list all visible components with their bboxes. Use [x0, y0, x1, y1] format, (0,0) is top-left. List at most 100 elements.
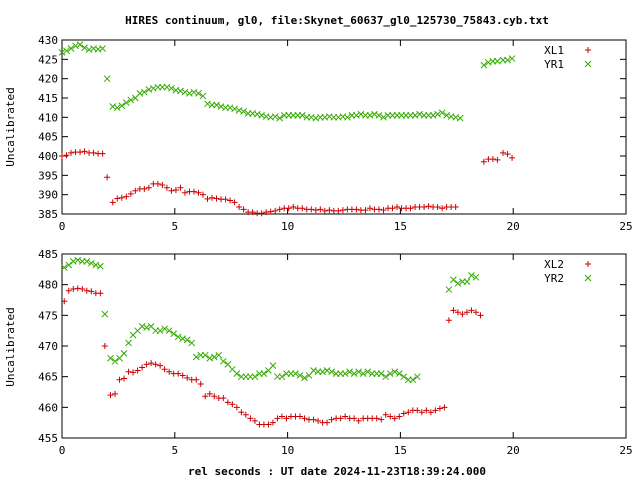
- yr2-point: [454, 280, 462, 287]
- yr1-point: [118, 102, 126, 110]
- xl2-point: [274, 415, 281, 422]
- xl1-point: [213, 195, 220, 202]
- top-panel: Uncalibrated 385 390 395 400 405 410 415 420 425…: [4, 34, 633, 233]
- xl2-point: [83, 287, 90, 294]
- xl1-point: [209, 194, 216, 201]
- xl1-point: [439, 205, 446, 212]
- xl1-point: [172, 187, 179, 194]
- xl2-point: [454, 309, 461, 316]
- bottom-x-tick-label: 10: [281, 444, 294, 457]
- yr1-point: [122, 99, 130, 106]
- xl1-point: [63, 152, 70, 159]
- xl2-point: [139, 364, 146, 371]
- xl2-point: [175, 370, 182, 377]
- xl2-point: [472, 309, 479, 316]
- xl2-point: [373, 415, 380, 422]
- xl2-point: [107, 392, 114, 399]
- xl1-point: [227, 197, 234, 204]
- xl1-point: [494, 156, 501, 163]
- top-legend-label-yr1: YR1: [544, 58, 564, 71]
- yr2-point: [183, 336, 191, 344]
- yr2-point: [391, 368, 399, 376]
- yr2-point: [111, 357, 119, 365]
- top-x-tick-label: 15: [394, 220, 407, 233]
- xl2-point: [414, 407, 421, 414]
- yr1-point: [58, 49, 66, 56]
- xl2-point: [238, 409, 245, 416]
- yr1-point: [213, 101, 220, 109]
- xl1-point: [159, 182, 166, 188]
- xl2-point: [337, 415, 344, 422]
- top-legend-marker-xl1: [585, 47, 591, 53]
- xl2-point: [468, 307, 475, 314]
- xl2-point: [179, 372, 186, 379]
- xl2-point: [193, 376, 200, 383]
- yr1-point: [371, 110, 378, 118]
- xl1-point: [90, 149, 97, 156]
- top-legend-marker-yr1: [584, 60, 592, 68]
- yr2-point: [301, 374, 308, 382]
- top-x-tick-label: 0: [59, 220, 66, 233]
- bottom-x-tick-label: 20: [507, 444, 520, 457]
- yr2-point: [260, 370, 268, 377]
- xl1-point: [59, 153, 65, 159]
- xl1-point: [168, 187, 175, 194]
- yr1-point: [99, 45, 106, 52]
- xl2-point: [450, 307, 457, 314]
- xl1-point: [236, 204, 243, 211]
- xl2-point: [157, 362, 164, 369]
- yr1-point: [186, 90, 193, 97]
- yr2-point: [386, 370, 394, 377]
- xl2-point: [382, 411, 389, 418]
- xl2-point: [229, 401, 236, 408]
- xl1-point: [421, 204, 428, 211]
- xl1-point: [504, 151, 511, 158]
- xl2-point: [112, 390, 119, 397]
- yr2-point: [201, 351, 209, 359]
- xl2-point: [396, 413, 403, 420]
- xl2-point: [459, 311, 466, 318]
- top-y-tick-label: 385: [38, 208, 58, 221]
- top-y-tick-label: 415: [38, 92, 58, 105]
- bottom-legend-label-xl2: XL2: [544, 258, 564, 271]
- yr2-point: [120, 350, 128, 357]
- xl2-point: [405, 409, 412, 416]
- yr1-point: [181, 88, 189, 96]
- yr1-point: [353, 112, 360, 119]
- yr1-point: [81, 44, 88, 52]
- yr2-point: [179, 335, 187, 342]
- xl1-point: [267, 208, 274, 215]
- xl1-point: [240, 206, 247, 213]
- xl1-point: [452, 204, 459, 211]
- bottom-panel: Uncalibrated 455 460 465 470 475 480 485 0 5 10 15…: [4, 248, 633, 457]
- xl1-point: [104, 174, 111, 181]
- xl2-point: [351, 415, 358, 422]
- yr2-point: [192, 353, 200, 361]
- xl1-point: [68, 149, 75, 156]
- xl2-point: [251, 417, 258, 424]
- yr2-point: [319, 368, 326, 376]
- bottom-legend-label-yr2: YR2: [544, 272, 564, 285]
- xl2-point: [197, 381, 204, 388]
- bottom-y-tick-label: 485: [38, 248, 58, 261]
- yr2-point: [400, 373, 408, 381]
- yr1-point: [226, 104, 234, 112]
- xl2-point: [116, 376, 123, 383]
- xl2-point: [233, 404, 240, 411]
- xl2-point: [283, 415, 290, 422]
- xl2-point: [387, 413, 394, 420]
- xl1-point: [339, 207, 346, 214]
- yr2-point: [210, 353, 218, 361]
- yr1-point: [168, 84, 175, 92]
- bottom-legend-marker-xl2: [585, 261, 591, 267]
- xl2-point: [88, 288, 95, 295]
- yr1-point: [438, 109, 446, 117]
- yr1-point: [480, 61, 488, 69]
- xl2-point: [130, 369, 137, 376]
- xl1-point: [141, 185, 148, 192]
- xl1-point: [123, 193, 130, 200]
- yr2-point: [174, 333, 182, 341]
- xl1-point: [321, 207, 328, 214]
- xl2-point: [247, 415, 254, 422]
- yr2-point: [107, 354, 114, 362]
